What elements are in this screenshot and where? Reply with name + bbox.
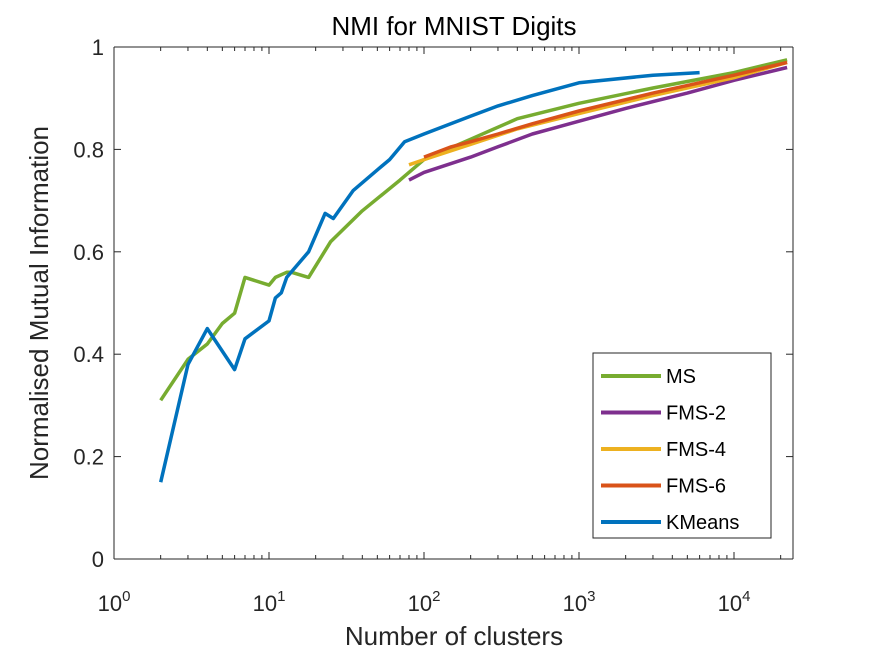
y-tick-label: 1 bbox=[92, 35, 104, 60]
x-tick-label: 101 bbox=[253, 588, 286, 616]
x-tick-label-base: 10 bbox=[98, 591, 122, 616]
chart-title: NMI for MNIST Digits bbox=[331, 11, 576, 41]
legend-label: MS bbox=[666, 366, 696, 388]
x-tick-label-exponent: 0 bbox=[122, 588, 130, 605]
series-line-ms bbox=[159, 58, 788, 402]
legend-items: MS FMS-2 FMS-4 FMS-6 KMeans bbox=[601, 366, 739, 534]
y-tick-label: 0.6 bbox=[73, 240, 104, 265]
series-layer bbox=[158, 58, 788, 483]
x-tick-label: 103 bbox=[563, 588, 596, 616]
x-tick-label-exponent: 3 bbox=[587, 588, 595, 605]
legend-label: FMS-2 bbox=[666, 403, 726, 425]
x-tick-label-exponent: 2 bbox=[432, 588, 440, 605]
y-tick-label: 0.4 bbox=[73, 342, 104, 367]
x-tick-label-base: 10 bbox=[718, 591, 742, 616]
legend-label: KMeans bbox=[666, 512, 739, 534]
y-tick-label: 0.2 bbox=[73, 445, 104, 470]
legend-label: FMS-4 bbox=[666, 439, 726, 461]
x-tick-label-base: 10 bbox=[408, 591, 432, 616]
legend: MS FMS-2 FMS-4 FMS-6 KMeans bbox=[592, 352, 772, 539]
x-tick-label: 102 bbox=[408, 588, 441, 616]
legend-box bbox=[592, 352, 772, 539]
y-tick-label: 0 bbox=[92, 547, 104, 572]
series-line-kmeans bbox=[158, 70, 700, 483]
x-tick-label-exponent: 4 bbox=[742, 588, 750, 605]
y-axis-title: Normalised Mutual Information bbox=[24, 126, 54, 480]
legend-label: FMS-6 bbox=[666, 476, 726, 498]
x-tick-label-base: 10 bbox=[253, 591, 277, 616]
x-tick-label-base: 10 bbox=[563, 591, 587, 616]
series-line-fms-2 bbox=[408, 65, 788, 182]
x-tick-label: 100 bbox=[98, 588, 131, 616]
x-tick-label: 104 bbox=[718, 588, 751, 616]
x-tick-label-exponent: 1 bbox=[277, 588, 285, 605]
x-axis-title: Number of clusters bbox=[345, 621, 563, 651]
axes-layer bbox=[113, 46, 794, 560]
series-line-fms-6 bbox=[423, 60, 788, 159]
y-tick-label: 0.8 bbox=[73, 137, 104, 162]
